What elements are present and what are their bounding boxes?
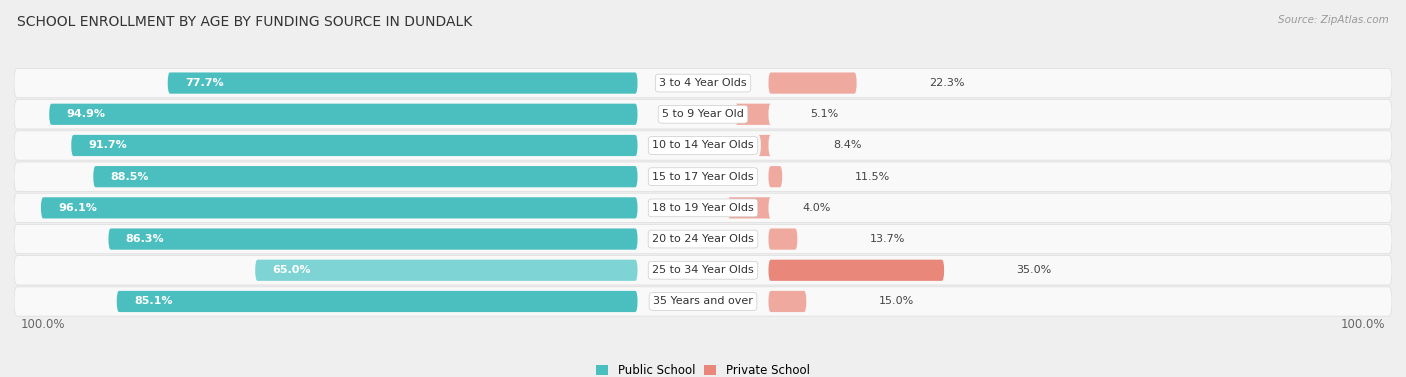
FancyBboxPatch shape bbox=[108, 228, 637, 250]
Text: 77.7%: 77.7% bbox=[186, 78, 224, 88]
Text: 86.3%: 86.3% bbox=[125, 234, 165, 244]
FancyBboxPatch shape bbox=[93, 166, 637, 187]
Text: 96.1%: 96.1% bbox=[58, 203, 97, 213]
FancyBboxPatch shape bbox=[41, 197, 637, 219]
FancyBboxPatch shape bbox=[49, 104, 637, 125]
Text: 4.0%: 4.0% bbox=[803, 203, 831, 213]
Text: 85.1%: 85.1% bbox=[134, 296, 173, 307]
Text: 91.7%: 91.7% bbox=[89, 141, 127, 150]
Text: 25 to 34 Year Olds: 25 to 34 Year Olds bbox=[652, 265, 754, 275]
FancyBboxPatch shape bbox=[769, 166, 782, 187]
Text: 15.0%: 15.0% bbox=[879, 296, 914, 307]
Text: Source: ZipAtlas.com: Source: ZipAtlas.com bbox=[1278, 15, 1389, 25]
Text: 3 to 4 Year Olds: 3 to 4 Year Olds bbox=[659, 78, 747, 88]
Text: SCHOOL ENROLLMENT BY AGE BY FUNDING SOURCE IN DUNDALK: SCHOOL ENROLLMENT BY AGE BY FUNDING SOUR… bbox=[17, 15, 472, 29]
FancyBboxPatch shape bbox=[14, 100, 1392, 129]
Legend: Public School, Private School: Public School, Private School bbox=[592, 359, 814, 377]
FancyBboxPatch shape bbox=[14, 287, 1392, 316]
FancyBboxPatch shape bbox=[758, 135, 770, 156]
FancyBboxPatch shape bbox=[72, 135, 637, 156]
Text: 100.0%: 100.0% bbox=[21, 318, 66, 331]
FancyBboxPatch shape bbox=[14, 162, 1392, 192]
FancyBboxPatch shape bbox=[735, 104, 770, 125]
FancyBboxPatch shape bbox=[769, 228, 797, 250]
Text: 13.7%: 13.7% bbox=[870, 234, 905, 244]
Text: 88.5%: 88.5% bbox=[111, 172, 149, 182]
Text: 20 to 24 Year Olds: 20 to 24 Year Olds bbox=[652, 234, 754, 244]
Text: 100.0%: 100.0% bbox=[1340, 318, 1385, 331]
FancyBboxPatch shape bbox=[769, 260, 945, 281]
FancyBboxPatch shape bbox=[728, 197, 770, 219]
Text: 8.4%: 8.4% bbox=[834, 141, 862, 150]
Text: 11.5%: 11.5% bbox=[855, 172, 890, 182]
Text: 5 to 9 Year Old: 5 to 9 Year Old bbox=[662, 109, 744, 119]
Text: 35.0%: 35.0% bbox=[1017, 265, 1052, 275]
FancyBboxPatch shape bbox=[769, 72, 856, 93]
Text: 5.1%: 5.1% bbox=[810, 109, 839, 119]
Text: 65.0%: 65.0% bbox=[273, 265, 311, 275]
Text: 18 to 19 Year Olds: 18 to 19 Year Olds bbox=[652, 203, 754, 213]
FancyBboxPatch shape bbox=[14, 256, 1392, 285]
FancyBboxPatch shape bbox=[117, 291, 637, 312]
FancyBboxPatch shape bbox=[14, 193, 1392, 222]
Text: 94.9%: 94.9% bbox=[66, 109, 105, 119]
FancyBboxPatch shape bbox=[254, 260, 637, 281]
FancyBboxPatch shape bbox=[14, 224, 1392, 254]
FancyBboxPatch shape bbox=[167, 72, 637, 93]
Text: 35 Years and over: 35 Years and over bbox=[652, 296, 754, 307]
FancyBboxPatch shape bbox=[769, 291, 807, 312]
FancyBboxPatch shape bbox=[14, 68, 1392, 98]
Text: 15 to 17 Year Olds: 15 to 17 Year Olds bbox=[652, 172, 754, 182]
Text: 10 to 14 Year Olds: 10 to 14 Year Olds bbox=[652, 141, 754, 150]
Text: 22.3%: 22.3% bbox=[929, 78, 965, 88]
FancyBboxPatch shape bbox=[14, 131, 1392, 160]
